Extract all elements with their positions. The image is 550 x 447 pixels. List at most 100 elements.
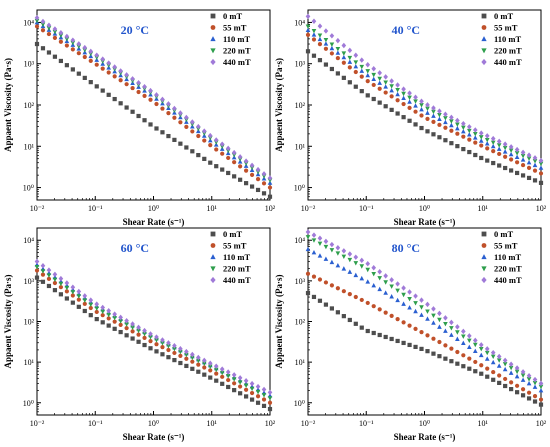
data-point [255,389,261,395]
data-point [208,375,213,380]
data-point [365,328,370,334]
data-point [214,378,219,383]
legend-marker [481,58,487,66]
data-point [112,319,117,324]
x-axis-label: Shear Rate (s⁻¹) [123,217,185,227]
data-point [353,69,358,75]
data-point [226,384,231,390]
series-55-mT [34,24,273,190]
data-point [401,115,406,120]
data-point [526,165,532,170]
temperature-label: 20 °C [121,23,149,37]
y-tick-label: 10⁰ [294,184,305,193]
data-point [244,168,249,173]
legend-label: 110 mT [494,34,521,44]
data-point [401,285,406,291]
data-point [335,286,340,291]
data-point [335,262,341,268]
data-point [305,290,311,296]
data-point [148,339,153,344]
data-point [365,260,371,267]
legend-label: 110 mT [223,34,250,44]
data-point [484,141,490,146]
data-point [184,145,189,150]
panel-4: 10⁻² 10⁻¹ 10⁰ 10¹ 10² 10⁰ 10¹ 10² 10³ 10⁴ Shear Ra… [274,227,547,442]
data-point [82,308,87,314]
data-point [353,261,359,266]
x-tick-label: 10⁰ [148,204,159,213]
data-point [64,285,70,291]
legend-marker [210,58,216,66]
data-point [371,271,377,277]
data-point [443,315,448,321]
legend-marker [210,276,216,284]
y-axis-label: Appaent Viscosity (Pa·s) [274,58,284,152]
data-point [82,44,88,51]
data-point [508,148,514,153]
series-110-mT [305,27,544,170]
data-point [532,159,538,164]
data-point [395,338,400,344]
data-point [305,246,311,252]
data-point [407,118,412,123]
data-point [220,167,225,172]
legend-marker [210,254,216,260]
data-point [526,175,532,181]
data-point [196,362,201,367]
x-tick-label: 10⁻² [301,419,316,428]
data-point [226,170,231,176]
data-point [347,251,353,257]
data-point [58,292,63,297]
data-point [359,57,365,63]
data-point [184,348,189,355]
data-point [449,114,454,121]
data-point [136,324,141,331]
data-point [401,95,406,101]
data-point [267,406,273,412]
data-point [425,110,430,115]
data-point [323,280,329,285]
data-point [341,75,346,80]
data-point [225,374,231,379]
data-point [455,122,460,127]
data-point [82,301,87,306]
data-point [52,277,58,282]
data-point [419,98,424,104]
data-point [261,393,267,398]
data-point [455,361,460,366]
data-point [323,62,329,67]
data-point [496,146,502,151]
data-point [455,336,460,341]
data-point [94,309,99,315]
data-point [166,347,171,353]
series-110-mT [305,246,544,393]
data-point [503,383,508,389]
data-point [437,112,442,118]
y-tick-label: 10¹ [295,358,306,367]
data-point [437,317,442,323]
data-point [226,377,231,383]
data-point [472,342,478,348]
data-point [166,101,171,107]
legend-marker [210,25,216,30]
data-point [52,271,58,278]
y-tick-label: 10⁴ [23,236,34,245]
data-point [484,137,490,143]
data-point [419,330,424,335]
data-point [255,187,261,193]
data-point [112,74,117,79]
data-point [443,125,448,130]
data-point [311,18,317,24]
data-point [395,111,400,116]
x-axis-label: Shear Rate (s⁻¹) [394,432,456,442]
data-point [335,244,341,251]
data-point [142,342,147,348]
x-tick-label: 10⁻² [30,204,45,213]
data-point [124,72,129,78]
data-point [130,109,135,114]
data-point [413,308,418,314]
data-point [148,87,153,94]
data-point [353,294,358,300]
legend-marker [210,13,216,19]
data-point [166,133,171,139]
